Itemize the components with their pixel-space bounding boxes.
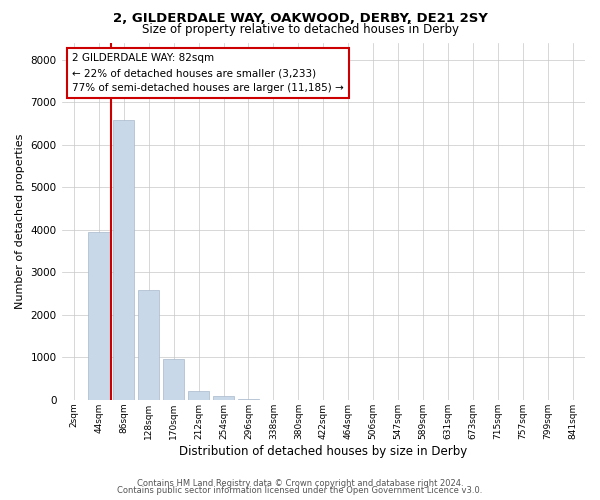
- Text: 2, GILDERDALE WAY, OAKWOOD, DERBY, DE21 2SY: 2, GILDERDALE WAY, OAKWOOD, DERBY, DE21 …: [113, 12, 487, 26]
- Text: Size of property relative to detached houses in Derby: Size of property relative to detached ho…: [142, 22, 458, 36]
- Bar: [238, 398, 259, 400]
- X-axis label: Distribution of detached houses by size in Derby: Distribution of detached houses by size …: [179, 444, 467, 458]
- Bar: [188, 392, 209, 400]
- Text: Contains public sector information licensed under the Open Government Licence v3: Contains public sector information licen…: [118, 486, 482, 495]
- Bar: [163, 360, 184, 400]
- Text: Contains HM Land Registry data © Crown copyright and database right 2024.: Contains HM Land Registry data © Crown c…: [137, 478, 463, 488]
- Bar: [213, 396, 234, 400]
- Bar: [113, 120, 134, 400]
- Bar: [88, 232, 110, 400]
- Bar: [138, 290, 160, 400]
- Y-axis label: Number of detached properties: Number of detached properties: [15, 134, 25, 309]
- Text: 2 GILDERDALE WAY: 82sqm
← 22% of detached houses are smaller (3,233)
77% of semi: 2 GILDERDALE WAY: 82sqm ← 22% of detache…: [72, 53, 344, 93]
